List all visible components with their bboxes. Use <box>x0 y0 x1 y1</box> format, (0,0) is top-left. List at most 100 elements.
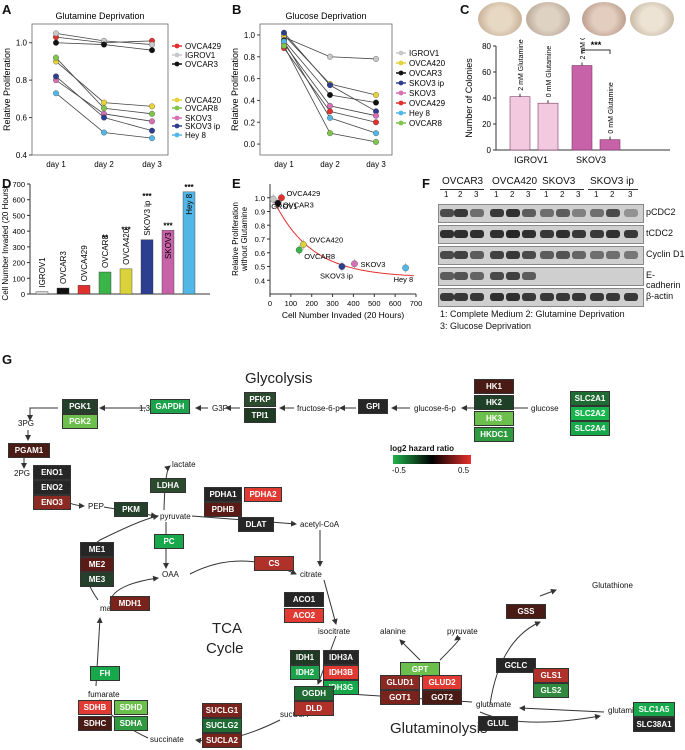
legend-label: OVCA420 <box>409 59 446 68</box>
data-point <box>149 41 155 48</box>
point-label: OVCA429 <box>286 189 320 198</box>
gene-hkdc1: HKDC1 <box>474 427 514 442</box>
y-tick-label: 300 <box>12 243 25 252</box>
data-point <box>402 264 409 272</box>
gene-tpi1: TPI1 <box>244 408 276 423</box>
gene-pgk1: PGK1 <box>62 399 98 414</box>
gene-mdh1: MDH1 <box>110 596 150 611</box>
series-line <box>55 61 153 107</box>
panel-b-label: B <box>232 2 242 17</box>
panel-d-label: D <box>2 176 12 191</box>
legend-label: IGROV1 <box>409 49 440 58</box>
gene-idh3g: IDH3G <box>323 680 359 695</box>
bar-label: 0 mM Glutamine <box>546 46 553 97</box>
protein-band <box>572 251 586 259</box>
gene-pgam1: PGAM1 <box>8 443 50 458</box>
data-point <box>149 135 155 142</box>
metabolite-glucose: glucose <box>531 404 559 413</box>
legend-marker <box>398 60 404 66</box>
y-tick-label: 20 <box>482 120 491 129</box>
gene-gapdh: GAPDH <box>150 399 190 414</box>
gene-sucla2: SUCLA2 <box>202 733 242 748</box>
data-point <box>281 29 287 36</box>
point-label: OVCAR3 <box>283 200 314 209</box>
pathway-arrow <box>297 695 307 713</box>
metabolite-pg2: 2PG <box>14 469 31 478</box>
gene-suclg2: SUCLG2 <box>202 718 242 733</box>
protein-label: Cyclin D1 <box>646 249 685 259</box>
protein-band <box>454 251 468 259</box>
protein-band <box>556 293 570 301</box>
legend-label: OVCAR8 <box>185 104 218 113</box>
bar <box>35 291 49 295</box>
protein-band <box>556 230 570 238</box>
gene-me2: ME2 <box>80 557 114 572</box>
legend-marker <box>174 43 180 49</box>
protein-label: E-cadherin <box>646 270 681 290</box>
protein-band <box>556 209 570 217</box>
panel-c-bar-chart: Number of Colonies 0 20 40 60 80 2 mM Glutamin… <box>464 38 670 165</box>
protein-band <box>440 293 454 301</box>
protein-band <box>590 209 604 217</box>
protein-band <box>440 251 454 259</box>
bar <box>98 271 112 295</box>
lane-number: 2 <box>610 190 615 199</box>
legend-label: IGROV1 <box>185 51 216 60</box>
point-label: IGROV1 <box>269 202 297 211</box>
y-tick-label: 0.6 <box>255 249 265 258</box>
x-tick-label: day 1 <box>46 160 66 169</box>
protein-band <box>522 251 536 259</box>
gene-sdhb: SDHB <box>78 700 112 715</box>
data-point <box>269 195 277 203</box>
protein-band <box>490 293 504 301</box>
data-point <box>281 42 287 49</box>
protein-band <box>440 230 454 238</box>
protein-band <box>572 230 586 238</box>
gene-sdhd: SDHD <box>114 700 148 715</box>
lane-number: 2 <box>458 190 463 199</box>
cell-line-label: OVCAR3 <box>442 176 484 187</box>
gene-sdhc: SDHC <box>78 716 112 731</box>
y-axis-label: Relative Proliferation <box>230 48 240 131</box>
protein-band <box>490 230 504 238</box>
gene-suclg1: SUCLG1 <box>202 703 242 718</box>
y-tick-label: 700 <box>12 180 25 189</box>
group-divider <box>440 189 484 190</box>
bar-label: 2 mM Glutamine <box>580 38 587 60</box>
plot-frame <box>259 23 393 156</box>
bar <box>119 268 133 295</box>
cell-line-label: OVCA420 <box>492 176 538 187</box>
protein-band <box>522 293 536 301</box>
x-tick-label: day 1 <box>274 160 294 169</box>
scale-title: log2 hazard ratio <box>390 444 455 453</box>
protein-band <box>540 251 554 259</box>
legend-marker <box>174 132 180 138</box>
y-tick-label: 0 <box>487 146 492 155</box>
pathway-arrow <box>99 699 149 739</box>
protein-band <box>470 272 484 280</box>
legend-label: Hey 8 <box>409 109 430 118</box>
y-tick-label: 1.0 <box>16 39 28 48</box>
x-axis-label: Cell Number Invaded (20 Hours) <box>282 310 405 320</box>
data-point <box>373 112 379 119</box>
legend-marker <box>174 97 180 103</box>
y-axis-label-1: Relative Proliferation <box>231 202 240 276</box>
protein-band <box>470 230 484 238</box>
data-point <box>53 30 59 37</box>
gene-pdha2: PDHA2 <box>244 487 282 502</box>
gene-idh1: IDH1 <box>290 650 320 665</box>
gene-sdha: SDHA <box>114 716 148 731</box>
pathway-arrow <box>189 560 297 575</box>
protein-band <box>470 293 484 301</box>
y-tick-label: 0.0 <box>244 140 256 149</box>
data-point <box>327 102 333 109</box>
legend-marker <box>398 90 404 96</box>
gene-me1: ME1 <box>80 542 114 557</box>
data-point <box>101 114 107 121</box>
group-divider <box>588 189 638 190</box>
x-tick-label: day 2 <box>94 160 114 169</box>
panel-a-line-chart: Glutamine Deprivation Relative Proliferat… <box>2 11 222 169</box>
pathway-arrow <box>191 515 297 527</box>
metabolite-pyruvate: pyruvate <box>160 512 191 521</box>
data-point <box>351 260 358 268</box>
